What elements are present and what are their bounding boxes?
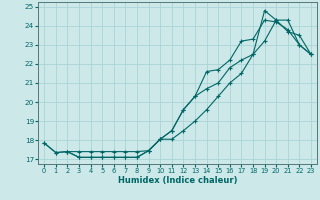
X-axis label: Humidex (Indice chaleur): Humidex (Indice chaleur) (118, 176, 237, 185)
